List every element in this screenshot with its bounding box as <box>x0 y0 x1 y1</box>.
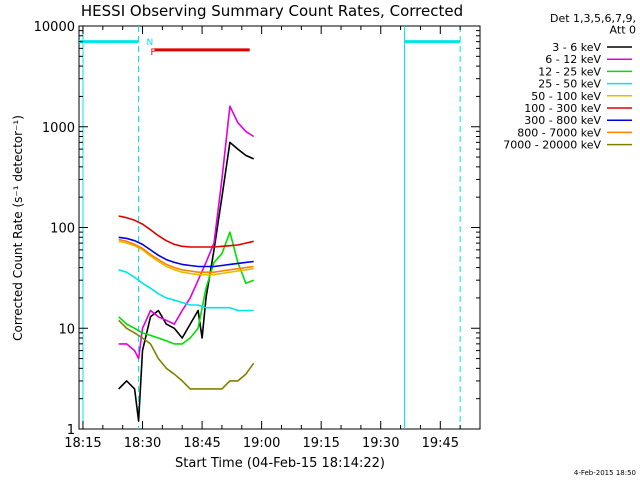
series-line <box>118 105 255 360</box>
x-tick-label: 18:30 <box>124 436 161 451</box>
legend-entry-label: 100 - 300 keV <box>524 102 601 115</box>
legend-entry-label: 12 - 25 keV <box>538 65 601 78</box>
x-tick-label: 19:30 <box>362 436 399 451</box>
x-axis-label: Start Time (04-Feb-15 18:14:22) <box>175 456 385 471</box>
x-tick-label: 18:45 <box>183 436 220 451</box>
legend-entry-label: 6 - 12 keV <box>545 53 601 66</box>
flags-layer: NF <box>79 38 461 58</box>
flag-label: F <box>150 48 155 58</box>
series-line <box>118 319 255 390</box>
y-tick-label: 1000 <box>42 121 75 136</box>
series-layer <box>118 105 255 422</box>
y-axis-label: Corrected Count Rate (s⁻¹ detector⁻¹) <box>11 115 25 341</box>
timestamp: 4-Feb-2015 18:50 <box>574 469 636 477</box>
y-tick-label: 1 <box>67 423 75 438</box>
x-tick-label: 19:00 <box>243 436 280 451</box>
axes-layer: 18:15 18:30 18:45 19:00 19:15 19:30 19:45 1 10 10… <box>34 20 481 451</box>
legend-entry-label: 3 - 6 keV <box>552 41 601 54</box>
series-line <box>118 240 254 276</box>
legend-entry-label: 800 - 7000 keV <box>517 126 601 139</box>
legend-entry-label: 50 - 100 keV <box>531 90 601 103</box>
legend-header: Att 0 <box>610 24 636 37</box>
legend-entry-label: 25 - 50 keV <box>538 78 601 91</box>
y-tick-label: 100 <box>50 222 75 237</box>
series-line <box>118 269 254 312</box>
series-line <box>118 238 254 274</box>
series-line <box>118 236 254 268</box>
x-tick-label: 18:15 <box>64 436 101 451</box>
flag-label: N <box>146 38 153 48</box>
x-tick-label: 19:15 <box>302 436 339 451</box>
series-line <box>118 141 255 422</box>
legend-header: Det 1,3,5,6,7,9, <box>550 12 636 25</box>
chart-title: HESSI Observing Summary Count Rates, Cor… <box>81 2 463 20</box>
plot-frame <box>78 25 481 430</box>
marker-lines-layer <box>82 26 461 429</box>
y-tick-label: 10000 <box>34 20 75 35</box>
legend-entry-label: 300 - 800 keV <box>524 114 601 127</box>
x-tick-label: 19:45 <box>422 436 459 451</box>
legend-entry-label: 7000 - 20000 keV <box>503 139 601 152</box>
y-tick-label: 10 <box>58 322 75 337</box>
series-line <box>118 231 254 345</box>
series-line <box>118 215 254 248</box>
